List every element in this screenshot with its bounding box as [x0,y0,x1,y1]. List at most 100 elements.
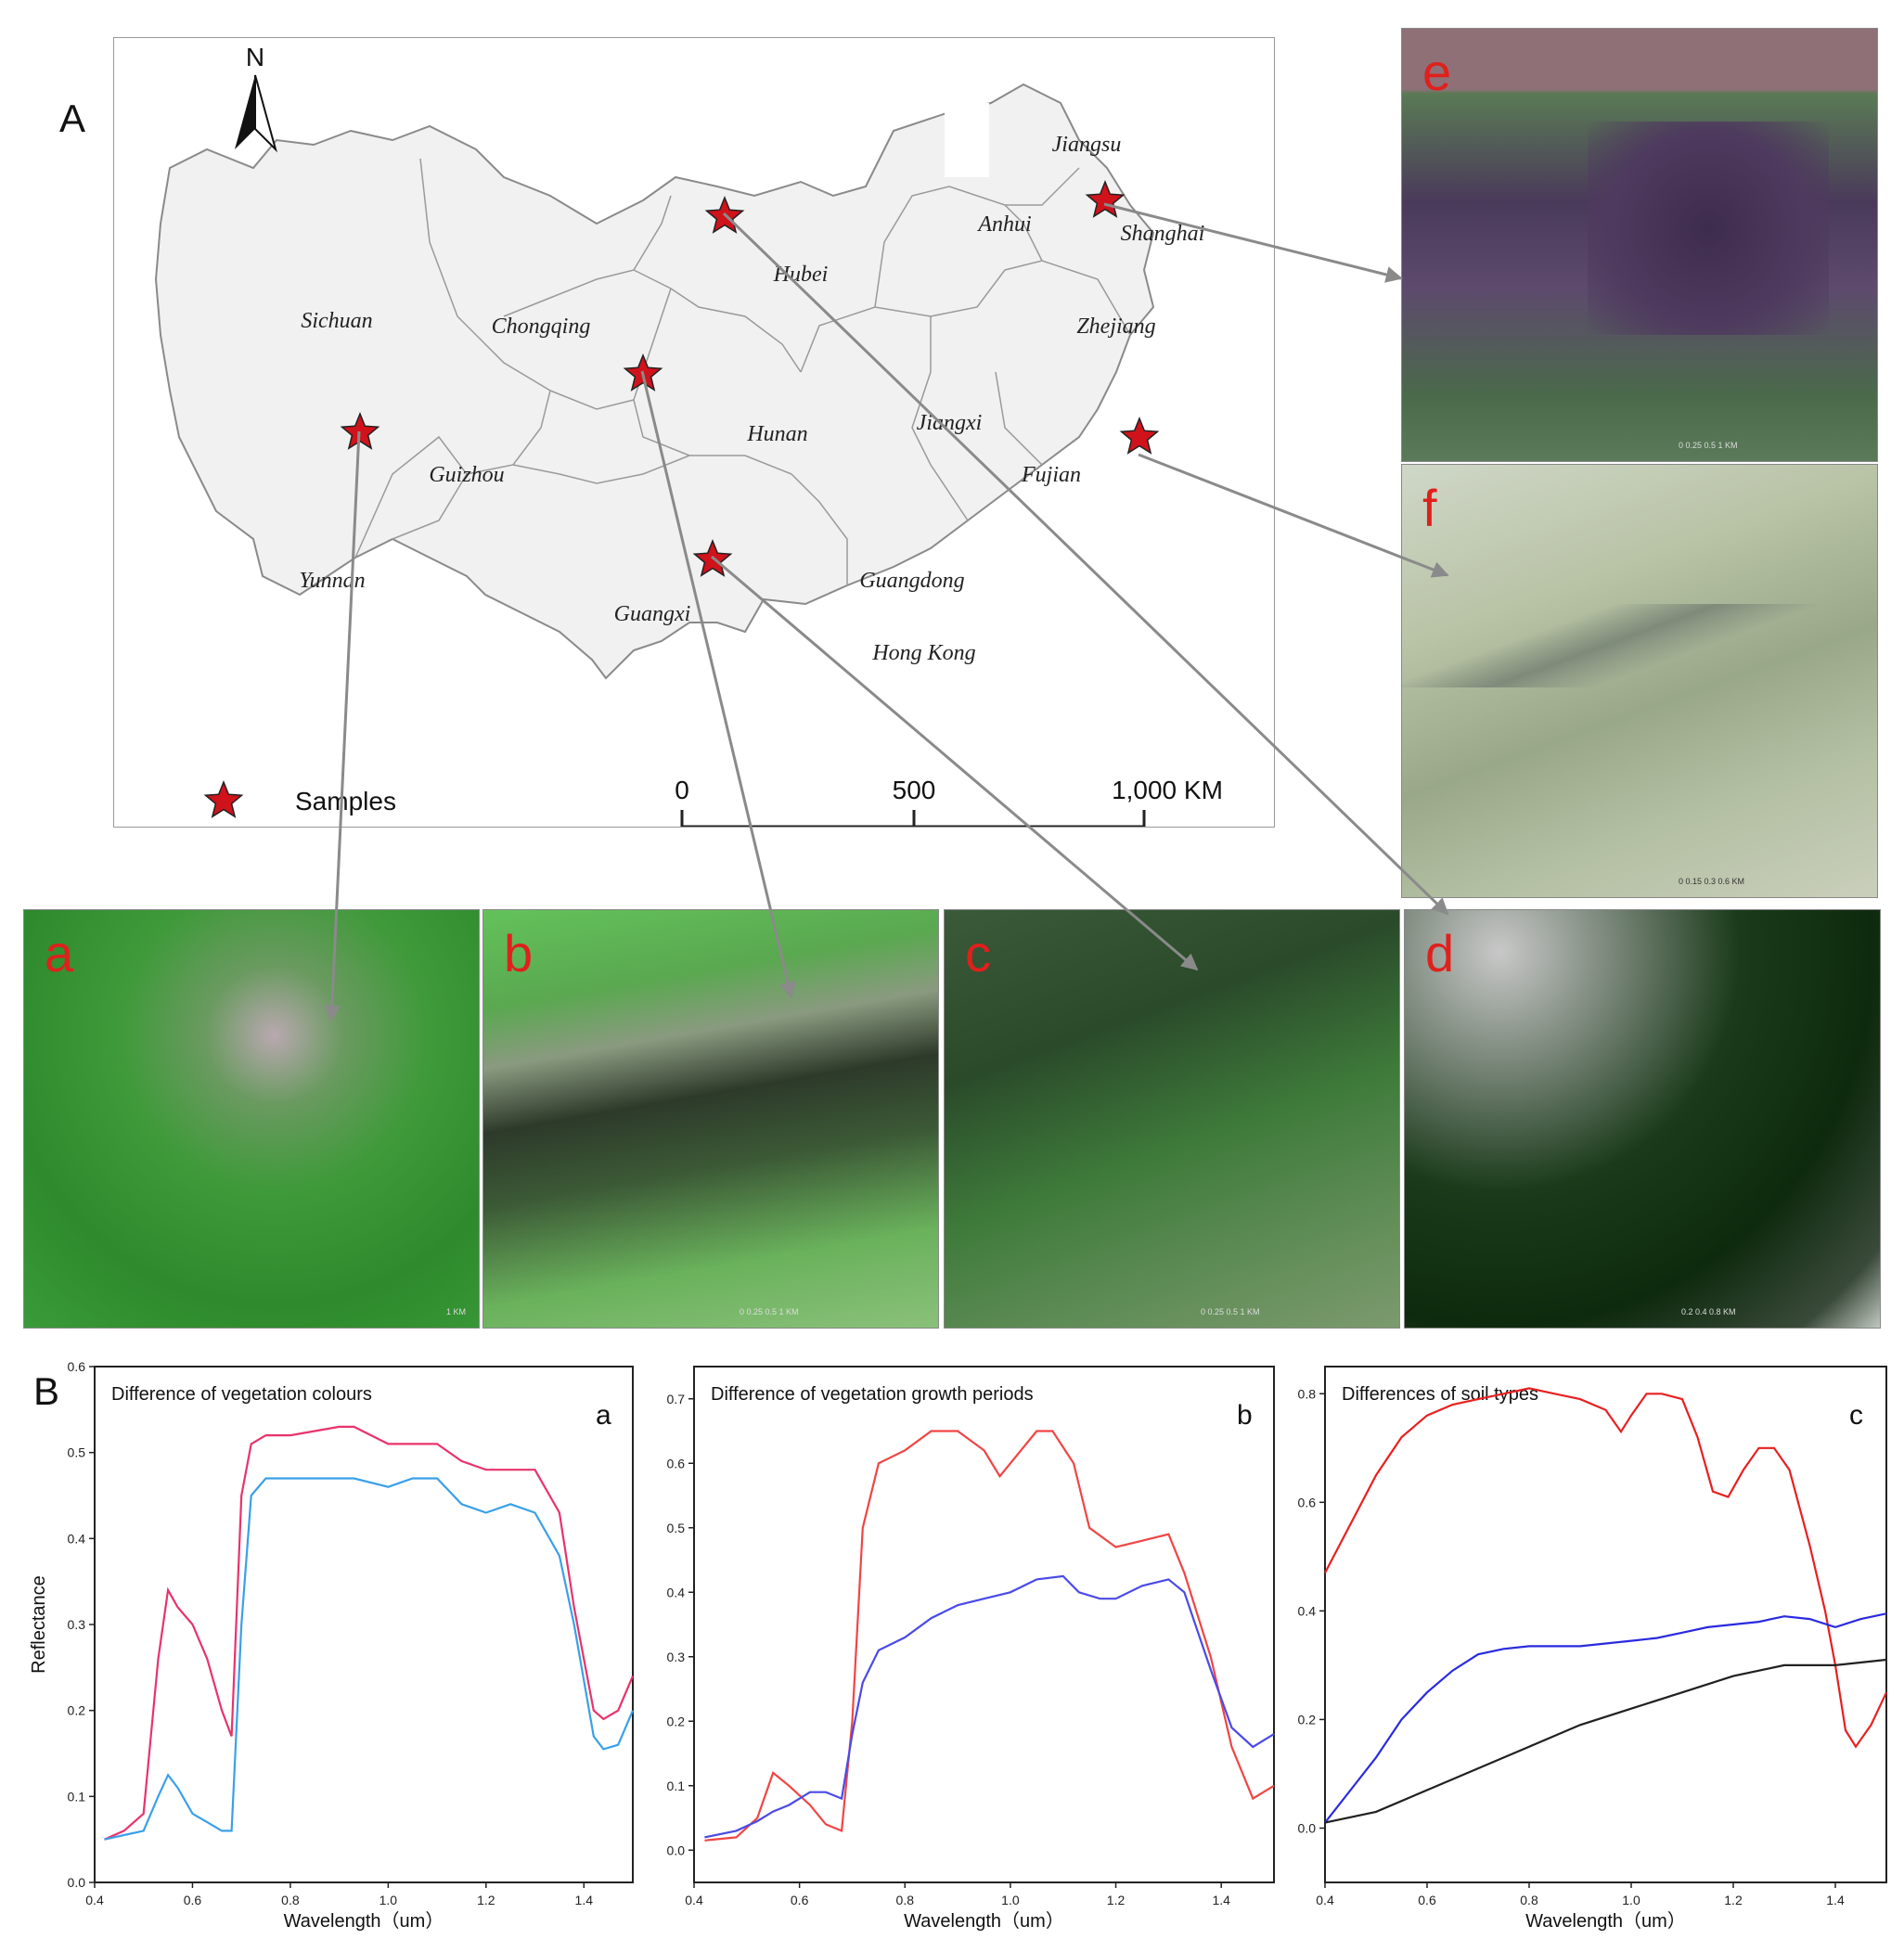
x-tick-label: 0.4 [85,1893,104,1907]
series-line-2 [704,1574,1275,1839]
y-tick-label: 0.6 [1298,1495,1317,1509]
y-tick-label: 0.2 [667,1714,686,1728]
chart-panel-letter: c [1849,1400,1863,1431]
x-tick-label: 1.2 [477,1893,495,1907]
province-label-anhui: Anhui [976,212,1031,237]
y-tick-label: 0.4 [68,1531,86,1546]
scale-label-1000km: 1,000 KM [1112,776,1223,804]
chart-title: Difference of vegetation colours [111,1384,372,1405]
province-label-hubei: Hubei [773,263,829,287]
chart-a-svg: 0.4 0.6 0.8 1.0 1.2 1.4 0.0 0.1 0.2 0.3 0.4 0.5 0.6 W… [29,1359,635,1932]
arrow-sichuan-to-a [323,430,361,1022]
scale-label-0: 0 [675,776,689,804]
province-label-hong-kong: Hong Kong [871,641,975,665]
legend-star-icon [203,779,244,818]
arrow-hubei-to-d [722,212,1449,916]
province-boundaries [354,158,1131,585]
y-tick-label: 0.8 [1298,1386,1317,1401]
satellite-image-c: c 0 0.25 0.5 1 KM [944,909,1400,1329]
province-label-fujian: Fujian [1021,463,1081,487]
y-tick-label: 0.2 [68,1703,86,1718]
x-tick-label: 1.0 [1622,1893,1640,1907]
series-line-1 [104,1425,635,1841]
y-tick-label: 0.4 [667,1585,686,1599]
y-axis-label: Reflectance [29,1575,49,1674]
x-tick-label: 0.8 [1520,1893,1538,1907]
chart-title: Differences of soil types [1342,1384,1538,1405]
x-tick-label: 1.2 [1107,1893,1126,1907]
x-tick-label: 0.4 [685,1893,703,1907]
chart-title: Difference of vegetation growth periods [711,1384,1034,1405]
image-label-c: c [965,924,991,982]
x-tick-label: 1.0 [380,1893,398,1907]
image-scale-b: 0 0.25 0.5 1 KM [740,1307,799,1316]
y-tick-label: 0.6 [68,1359,86,1374]
chart-panel-letter: a [596,1400,611,1431]
satellite-image-b: b 0 0.25 0.5 1 KM [482,909,939,1329]
white-patch [945,103,989,177]
north-label: N [246,43,264,71]
arrow-guangxi-to-c [711,555,1199,971]
image-label-f: f [1422,479,1437,537]
image-scale-c: 0 0.25 0.5 1 KM [1201,1307,1260,1316]
x-axis-label: Wavelength（um） [1525,1910,1686,1932]
province-label-jiangsu: Jiangsu [1052,133,1122,157]
map-panel: N Sichuan Chongqing Hubei Anhui Jiangsu … [113,37,1275,828]
province-label-sichuan: Sichuan [301,309,372,333]
y-tick-label: 0.5 [667,1521,686,1535]
image-label-a: a [45,924,74,982]
image-scale-d: 0.2 0.4 0.8 KM [1681,1307,1736,1316]
sample-star-fujian [1119,416,1160,455]
y-tick-label: 0.4 [1298,1603,1317,1618]
x-tick-label: 0.8 [281,1893,300,1907]
y-tick-label: 0.3 [68,1617,86,1632]
y-tick-label: 0.2 [1298,1712,1317,1727]
province-label-yunnan: Yunnan [299,569,365,593]
satellite-image-d: d 0.2 0.4 0.8 KM [1404,909,1881,1329]
satellite-image-f: f 0 0.15 0.3 0.6 KM [1401,464,1878,898]
river [1402,604,1877,687]
arrow-chongqing-to-b [640,370,796,999]
x-tick-label: 1.4 [575,1893,594,1907]
chart-b-svg: 0.4 0.6 0.8 1.0 1.2 1.4 0.0 0.1 0.2 0.3 0.4 0.5 0.6 0… [667,1366,1275,1932]
y-tick-label: 0.0 [68,1875,86,1890]
x-tick-label: 1.2 [1724,1893,1743,1907]
x-axis-label: Wavelength（um） [904,1910,1064,1932]
satellite-image-e: e 0 0.25 0.5 1 KM [1401,28,1878,462]
x-tick-label: 0.6 [1418,1893,1436,1907]
chart-b: 0.4 0.6 0.8 1.0 1.2 1.4 0.0 0.1 0.2 0.3 0.4 0.5 0.6 0… [650,1359,1280,1934]
image-label-d: d [1425,924,1455,982]
region-outline [154,83,1155,680]
panel-letter-A: A [59,96,86,140]
image-scale-e: 0 0.25 0.5 1 KM [1679,441,1738,450]
panel-letter-B: B [33,1369,60,1413]
province-label-guizhou: Guizhou [429,463,504,487]
series-line-2 [104,1477,635,1841]
china-map: N Sichuan Chongqing Hubei Anhui Jiangsu … [154,43,1223,828]
image-scale-a: 1 KM [445,1307,466,1316]
y-tick-label: 0.3 [667,1650,686,1664]
chart-c: 0.4 0.6 0.8 1.0 1.2 1.4 0.0 0.2 0.4 0.6 0.8 Wavelen… [1280,1359,1893,1934]
x-tick-label: 1.0 [1001,1893,1020,1907]
y-tick-label: 0.6 [667,1456,686,1470]
series-line-2 [1324,1612,1887,1824]
plot-frame [693,1366,1275,1883]
y-tick-label: 0.0 [667,1843,686,1857]
legend-label: Samples [295,787,396,815]
satellite-image-a: a 1 KM [23,909,480,1329]
province-label-hunan: Hunan [746,422,807,446]
arrow-jiangsu-to-e [1103,202,1403,283]
image-label-e: e [1422,43,1452,101]
image-scale-f: 0 0.15 0.3 0.6 KM [1679,877,1745,886]
x-tick-label: 0.4 [1316,1893,1334,1907]
legend: Samples [203,779,396,818]
province-label-zhejiang: Zhejiang [1076,315,1155,339]
scale-label-500: 500 [893,776,936,804]
chart-a: 0.4 0.6 0.8 1.0 1.2 1.4 0.0 0.1 0.2 0.3 0.4 0.5 0.6 W… [28,1359,650,1934]
province-label-guangdong: Guangdong [859,569,964,593]
chart-panel-letter: b [1237,1400,1253,1431]
x-tick-label: 0.8 [896,1893,915,1907]
y-tick-label: 0.7 [667,1392,686,1406]
province-label-guangxi: Guangxi [614,602,691,626]
